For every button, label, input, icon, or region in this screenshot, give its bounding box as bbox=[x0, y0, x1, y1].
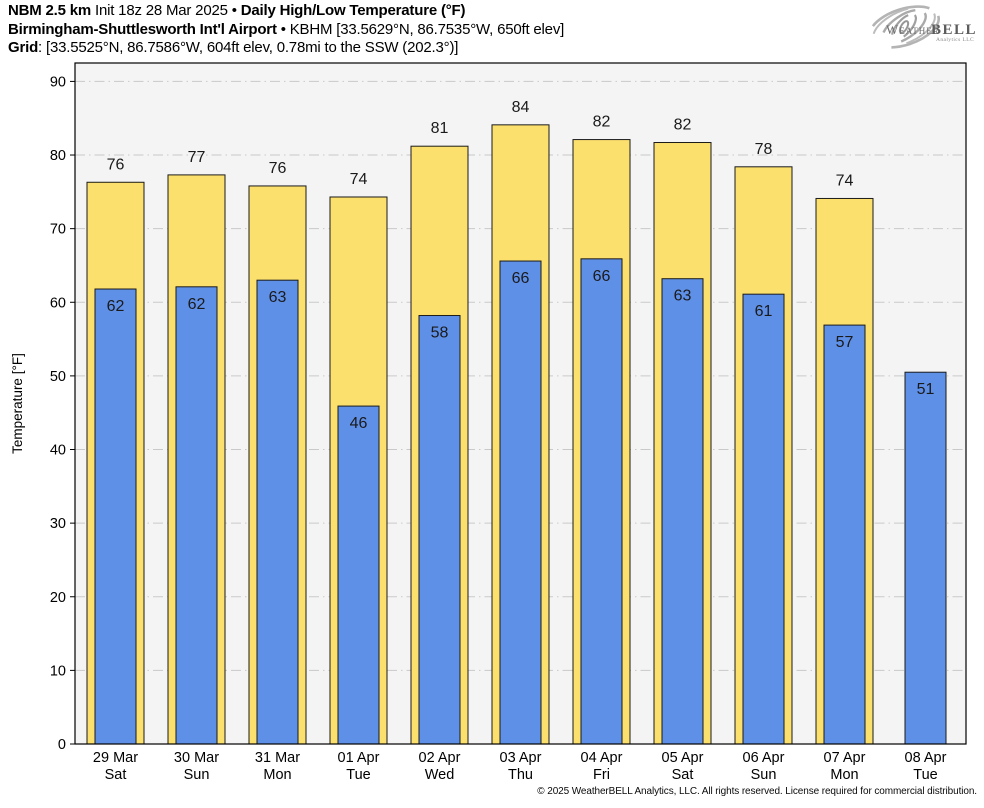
x-tick-date: 07 Apr bbox=[824, 750, 866, 766]
plot-frame bbox=[74, 62, 967, 745]
title-line-2: Birmingham-Shuttlesworth Int'l Airport •… bbox=[8, 21, 564, 40]
high-value-label: 76 bbox=[269, 160, 287, 177]
low-bar bbox=[661, 278, 704, 745]
y-tick-label: 90 bbox=[50, 74, 66, 90]
low-bar bbox=[175, 286, 218, 745]
x-tick-date: 31 Mar bbox=[255, 750, 300, 766]
x-tick-date: 30 Mar bbox=[174, 750, 219, 766]
title-line-1: NBM 2.5 km Init 18z 28 Mar 2025 • Daily … bbox=[8, 2, 564, 21]
low-bar bbox=[904, 371, 947, 745]
high-value-label: 78 bbox=[755, 141, 773, 158]
station-name: Birmingham-Shuttlesworth Int'l Airport bbox=[8, 20, 277, 38]
x-tick-date: 06 Apr bbox=[743, 750, 785, 766]
y-tick-label: 30 bbox=[50, 516, 66, 532]
low-value-label: 57 bbox=[836, 334, 854, 351]
low-value-label: 63 bbox=[269, 289, 287, 306]
chart-header: NBM 2.5 km Init 18z 28 Mar 2025 • Daily … bbox=[8, 2, 564, 58]
low-bar bbox=[742, 293, 785, 745]
x-tick-date: 02 Apr bbox=[419, 750, 461, 766]
logo-tagline: Analytics LLC bbox=[936, 37, 974, 43]
x-tick-date: 29 Mar bbox=[93, 750, 138, 766]
low-value-label: 51 bbox=[917, 381, 935, 398]
x-tick-weekday: Sat bbox=[105, 767, 127, 783]
y-tick-label: 50 bbox=[50, 369, 66, 385]
high-value-label: 81 bbox=[431, 120, 449, 137]
grid-label: Grid bbox=[8, 39, 39, 56]
low-bar bbox=[499, 260, 542, 745]
y-tick-label: 20 bbox=[50, 590, 66, 606]
x-tick-weekday: Tue bbox=[913, 767, 937, 783]
y-tick-label: 70 bbox=[50, 222, 66, 238]
low-value-label: 66 bbox=[593, 268, 611, 285]
x-tick-weekday: Sun bbox=[184, 767, 210, 783]
low-value-label: 66 bbox=[512, 270, 530, 287]
logo-text-weather: Weather bbox=[886, 22, 940, 37]
low-value-label: 46 bbox=[350, 415, 368, 432]
x-tick-weekday: Fri bbox=[593, 767, 610, 783]
x-tick-weekday: Sat bbox=[672, 767, 694, 783]
low-bar bbox=[823, 324, 866, 745]
x-tick-date: 08 Apr bbox=[905, 750, 947, 766]
y-tick-label: 10 bbox=[50, 663, 66, 679]
x-tick-weekday: Sun bbox=[751, 767, 777, 783]
grid-details: : [33.5525°N, 86.7586°W, 604ft elev, 0.7… bbox=[38, 39, 459, 56]
x-tick-date: 01 Apr bbox=[338, 750, 380, 766]
y-tick-label: 40 bbox=[50, 443, 66, 459]
high-value-label: 77 bbox=[188, 149, 206, 166]
high-value-label: 76 bbox=[107, 156, 125, 173]
copyright-text: © 2025 WeatherBELL Analytics, LLC. All r… bbox=[537, 786, 977, 797]
title-line-3: Grid: [33.5525°N, 86.7586°W, 604ft elev,… bbox=[8, 39, 564, 58]
high-value-label: 84 bbox=[512, 99, 530, 116]
low-bar bbox=[337, 405, 380, 745]
init-time: Init 18z 28 Mar 2025 • bbox=[91, 2, 241, 19]
high-value-label: 82 bbox=[674, 117, 692, 134]
weatherbell-logo: Weather BELL Analytics LLC bbox=[868, 5, 977, 49]
low-value-label: 62 bbox=[188, 296, 206, 313]
high-value-label: 74 bbox=[350, 171, 368, 188]
y-tick-label: 0 bbox=[58, 737, 66, 753]
low-bar bbox=[418, 315, 461, 745]
x-tick-date: 04 Apr bbox=[581, 750, 623, 766]
high-value-label: 82 bbox=[593, 114, 611, 131]
y-tick-label: 60 bbox=[50, 295, 66, 311]
y-axis-title: Temperature [°F] bbox=[10, 353, 25, 454]
product-name: Daily High/Low Temperature (°F) bbox=[240, 2, 466, 19]
x-tick-weekday: Thu bbox=[508, 767, 533, 783]
x-tick-date: 03 Apr bbox=[500, 750, 542, 766]
model-name: NBM 2.5 km bbox=[8, 2, 92, 19]
x-tick-weekday: Wed bbox=[425, 767, 455, 783]
low-value-label: 58 bbox=[431, 325, 449, 342]
logo-text-bell: BELL bbox=[931, 22, 977, 38]
y-tick-label: 80 bbox=[50, 148, 66, 164]
low-value-label: 62 bbox=[107, 298, 125, 315]
high-value-label: 74 bbox=[836, 172, 854, 189]
low-bar bbox=[94, 288, 137, 745]
low-bar bbox=[256, 279, 299, 745]
station-details: • KBHM [33.5629°N, 86.7535°W, 650ft elev… bbox=[276, 20, 565, 38]
low-value-label: 63 bbox=[674, 288, 692, 305]
x-tick-date: 05 Apr bbox=[662, 750, 704, 766]
low-bar bbox=[580, 258, 623, 745]
x-tick-weekday: Mon bbox=[830, 767, 858, 783]
x-tick-weekday: Tue bbox=[346, 767, 370, 783]
low-value-label: 61 bbox=[755, 303, 773, 320]
x-tick-weekday: Mon bbox=[263, 767, 291, 783]
